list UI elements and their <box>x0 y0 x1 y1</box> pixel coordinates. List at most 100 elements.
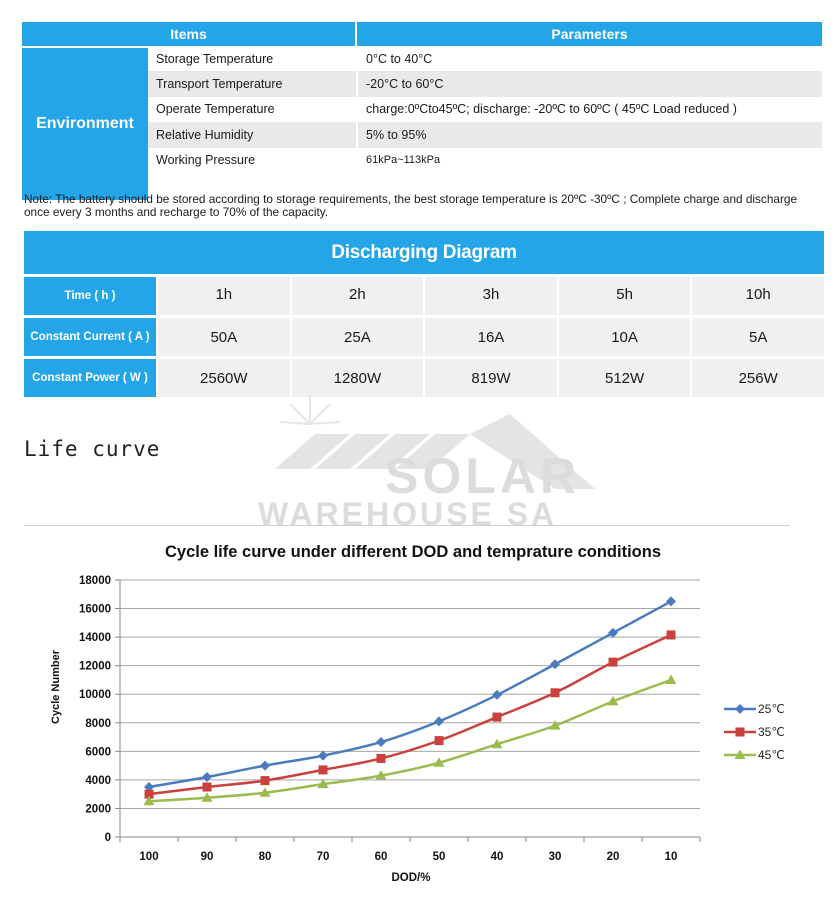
data-point <box>735 704 745 714</box>
data-point <box>260 776 270 786</box>
data-point <box>492 712 502 722</box>
table-cell: 5A <box>692 318 824 356</box>
data-point <box>376 737 386 748</box>
environment-table: Items Parameters Environment Storage Tem… <box>22 22 822 200</box>
y-tick-label: 14000 <box>79 632 111 644</box>
y-tick-label: 10000 <box>79 689 111 701</box>
data-point <box>608 627 618 638</box>
data-point <box>202 772 212 783</box>
legend-label: 25℃ <box>758 702 785 716</box>
discharging-diagram-table: Discharging Diagram Time ( h ) 1h 2h 3h … <box>24 231 824 397</box>
x-tick-label: 100 <box>139 851 158 863</box>
table-row: Working Pressure 61kPa~113kPa <box>148 147 822 173</box>
data-point <box>144 789 154 799</box>
y-tick-label: 18000 <box>79 575 111 587</box>
table-row: Time ( h ) 1h 2h 3h 5h 10h <box>24 277 824 315</box>
data-point <box>375 770 387 780</box>
data-point <box>492 689 502 700</box>
param-name: Storage Temperature <box>148 46 358 72</box>
data-point <box>491 738 503 749</box>
y-tick-label: 8000 <box>85 718 111 730</box>
watermark-solar: SOLAR <box>385 448 580 504</box>
data-point <box>607 695 619 706</box>
data-point <box>735 727 745 737</box>
discharging-diagram-title: Discharging Diagram <box>24 231 824 274</box>
table-row: Transport Temperature -20°C to 60°C <box>148 71 822 97</box>
life-curve-title: Life curve <box>24 437 161 461</box>
environment-group-label: Environment <box>22 46 148 200</box>
legend-label: 35℃ <box>758 725 785 739</box>
table-cell: 25A <box>291 318 424 356</box>
table-row: Storage Temperature 0°C to 40°C <box>148 46 822 72</box>
table-cell: 5h <box>558 277 691 315</box>
data-point <box>666 630 676 640</box>
header-items: Items <box>22 22 357 46</box>
table-row: Relative Humidity 5% to 95% <box>148 122 822 148</box>
x-tick-label: 20 <box>607 851 620 863</box>
storage-note: Note: The battery should be stored accor… <box>24 192 798 219</box>
table-cell: 2h <box>291 277 424 315</box>
watermark-logo <box>275 394 595 489</box>
row-label: Constant Current ( A ) <box>24 318 156 356</box>
watermark-warehouse: WAREHOUSE SA <box>258 496 558 532</box>
data-point <box>144 782 154 793</box>
data-point <box>202 782 212 792</box>
data-point <box>317 778 329 789</box>
x-tick-label: 90 <box>201 851 214 863</box>
data-point <box>259 787 271 797</box>
param-name: Transport Temperature <box>148 71 358 97</box>
row-label: Time ( h ) <box>24 277 156 315</box>
param-value: 0°C to 40°C <box>366 51 433 66</box>
param-name: Operate Temperature <box>148 96 358 123</box>
series-line-3 <box>148 678 672 803</box>
data-point <box>665 674 677 684</box>
y-tick-label: 0 <box>105 832 111 844</box>
data-point <box>143 795 155 806</box>
x-tick-label: 80 <box>259 851 272 863</box>
table-cell: 819W <box>425 359 557 397</box>
data-point <box>550 659 560 670</box>
table-cell: 1h <box>158 277 290 315</box>
y-axis-label: Cycle Number <box>50 649 62 724</box>
table-cell: 512W <box>558 359 691 397</box>
x-tick-label: 10 <box>665 851 678 863</box>
series-line-1 <box>148 600 672 789</box>
table-row: Constant Power ( W ) 2560W 1280W 819W 51… <box>24 359 824 397</box>
legend-label: 45℃ <box>758 748 785 762</box>
x-tick-label: 50 <box>433 851 446 863</box>
table-row: Operate Temperature charge:0ºCto45ºC; di… <box>148 96 822 123</box>
data-point <box>549 720 561 730</box>
param-name: Relative Humidity <box>148 122 358 148</box>
x-tick-label: 40 <box>491 851 504 863</box>
y-tick-label: 2000 <box>85 803 111 815</box>
data-point <box>201 792 213 802</box>
param-value: 61kPa~113kPa <box>366 154 441 167</box>
data-point <box>318 750 328 761</box>
table-cell: 10A <box>558 318 691 356</box>
y-tick-label: 16000 <box>79 604 111 616</box>
data-point <box>433 757 445 767</box>
param-value: -20°C to 60°C <box>366 77 444 92</box>
table-row: Constant Current ( A ) 50A 25A 16A 10A 5… <box>24 318 824 356</box>
y-tick-label: 12000 <box>79 661 111 673</box>
table-cell: 50A <box>158 318 290 356</box>
data-point <box>260 760 270 771</box>
table-cell: 10h <box>692 277 824 315</box>
data-point <box>434 716 444 727</box>
data-point <box>666 596 676 607</box>
data-point <box>318 765 328 775</box>
series-line-2 <box>148 633 672 796</box>
data-point <box>376 753 386 763</box>
param-value: 5% to 95% <box>366 127 427 142</box>
x-axis-label: DOD/% <box>392 872 431 884</box>
divider <box>24 525 790 526</box>
table-cell: 1280W <box>291 359 424 397</box>
x-tick-label: 30 <box>549 851 562 863</box>
table-cell: 256W <box>692 359 824 397</box>
data-point <box>550 688 560 698</box>
chart-title: Cycle life curve under different DOD and… <box>165 543 661 561</box>
environment-table-header: Items Parameters <box>22 22 822 46</box>
row-label: Constant Power ( W ) <box>24 359 156 397</box>
data-point <box>608 657 618 667</box>
table-cell: 16A <box>425 318 557 356</box>
